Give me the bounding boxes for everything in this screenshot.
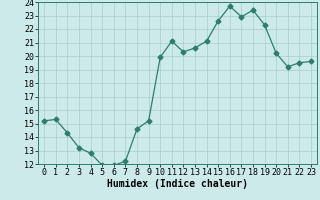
X-axis label: Humidex (Indice chaleur): Humidex (Indice chaleur) <box>107 179 248 189</box>
